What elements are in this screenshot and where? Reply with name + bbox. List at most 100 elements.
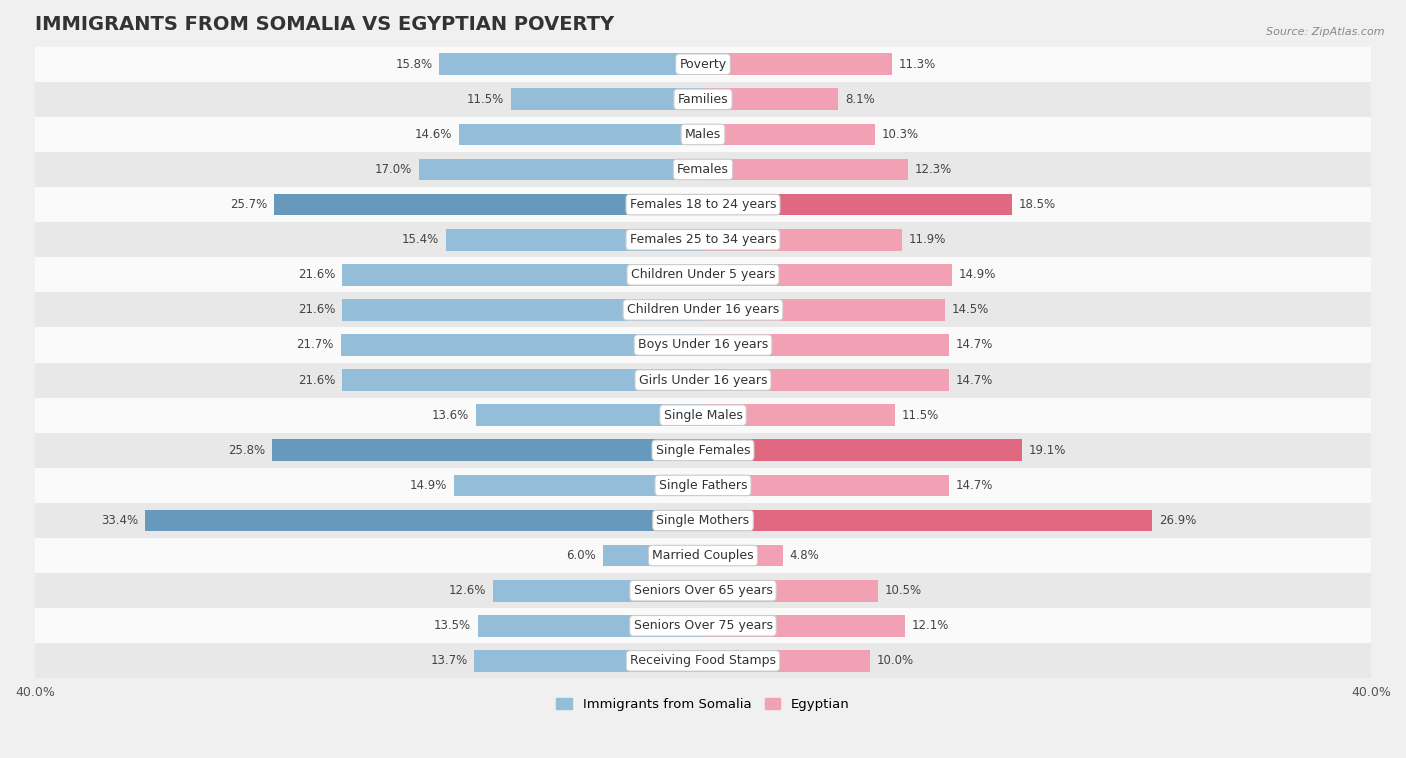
Bar	[35, 117, 1371, 152]
Bar	[35, 257, 1371, 293]
Text: 11.5%: 11.5%	[901, 409, 939, 421]
Bar	[478, 615, 703, 637]
Text: Single Females: Single Females	[655, 443, 751, 457]
Bar	[703, 89, 838, 110]
Bar	[703, 580, 879, 602]
Bar	[35, 152, 1371, 187]
Bar	[342, 369, 703, 391]
Bar	[703, 229, 901, 251]
Bar	[274, 194, 703, 215]
Text: 14.5%: 14.5%	[952, 303, 988, 316]
Text: Single Fathers: Single Fathers	[659, 479, 747, 492]
Bar	[35, 187, 1371, 222]
Bar	[35, 573, 1371, 608]
Legend: Immigrants from Somalia, Egyptian: Immigrants from Somalia, Egyptian	[551, 693, 855, 716]
Bar	[35, 538, 1371, 573]
Bar	[703, 650, 870, 672]
Bar	[35, 293, 1371, 327]
Text: 12.1%: 12.1%	[911, 619, 949, 632]
Text: 21.6%: 21.6%	[298, 374, 336, 387]
Text: 21.6%: 21.6%	[298, 303, 336, 316]
Text: 10.3%: 10.3%	[882, 128, 920, 141]
Text: 12.3%: 12.3%	[915, 163, 952, 176]
Bar	[419, 158, 703, 180]
Bar	[460, 124, 703, 146]
Bar	[474, 650, 703, 672]
Text: 13.5%: 13.5%	[433, 619, 471, 632]
Bar	[35, 468, 1371, 503]
Text: 4.8%: 4.8%	[790, 549, 820, 562]
Bar	[492, 580, 703, 602]
Bar	[703, 475, 949, 496]
Bar	[703, 440, 1022, 461]
Text: 14.9%: 14.9%	[959, 268, 995, 281]
Bar	[35, 644, 1371, 678]
Text: 15.4%: 15.4%	[402, 233, 439, 246]
Text: 25.7%: 25.7%	[229, 198, 267, 211]
Text: Females: Females	[678, 163, 728, 176]
Text: 15.8%: 15.8%	[395, 58, 433, 70]
Bar	[454, 475, 703, 496]
Bar	[703, 509, 1153, 531]
Text: Females 18 to 24 years: Females 18 to 24 years	[630, 198, 776, 211]
Text: 21.7%: 21.7%	[297, 339, 333, 352]
Bar	[35, 82, 1371, 117]
Bar	[703, 53, 891, 75]
Bar	[439, 53, 703, 75]
Bar	[35, 327, 1371, 362]
Text: Source: ZipAtlas.com: Source: ZipAtlas.com	[1267, 27, 1385, 36]
Text: 14.7%: 14.7%	[955, 479, 993, 492]
Text: 14.6%: 14.6%	[415, 128, 453, 141]
Text: Poverty: Poverty	[679, 58, 727, 70]
Bar	[510, 89, 703, 110]
Text: 6.0%: 6.0%	[567, 549, 596, 562]
Text: Females 25 to 34 years: Females 25 to 34 years	[630, 233, 776, 246]
Bar	[35, 503, 1371, 538]
Text: 13.6%: 13.6%	[432, 409, 470, 421]
Bar	[475, 404, 703, 426]
Text: 14.9%: 14.9%	[411, 479, 447, 492]
Bar	[340, 334, 703, 356]
Text: 26.9%: 26.9%	[1159, 514, 1197, 527]
Bar	[273, 440, 703, 461]
Text: IMMIGRANTS FROM SOMALIA VS EGYPTIAN POVERTY: IMMIGRANTS FROM SOMALIA VS EGYPTIAN POVE…	[35, 15, 614, 34]
Bar	[603, 545, 703, 566]
Bar	[703, 299, 945, 321]
Text: 11.9%: 11.9%	[908, 233, 946, 246]
Bar	[703, 545, 783, 566]
Text: 10.0%: 10.0%	[877, 654, 914, 667]
Text: 12.6%: 12.6%	[449, 584, 486, 597]
Bar	[35, 433, 1371, 468]
Text: 11.5%: 11.5%	[467, 92, 505, 106]
Bar	[703, 194, 1012, 215]
Bar	[703, 158, 908, 180]
Bar	[35, 398, 1371, 433]
Text: 14.7%: 14.7%	[955, 339, 993, 352]
Bar	[35, 608, 1371, 644]
Bar	[446, 229, 703, 251]
Text: 17.0%: 17.0%	[375, 163, 412, 176]
Bar	[145, 509, 703, 531]
Text: Girls Under 16 years: Girls Under 16 years	[638, 374, 768, 387]
Text: Receiving Food Stamps: Receiving Food Stamps	[630, 654, 776, 667]
Text: Seniors Over 75 years: Seniors Over 75 years	[634, 619, 772, 632]
Text: 13.7%: 13.7%	[430, 654, 468, 667]
Bar	[35, 222, 1371, 257]
Text: 11.3%: 11.3%	[898, 58, 935, 70]
Text: Seniors Over 65 years: Seniors Over 65 years	[634, 584, 772, 597]
Bar	[703, 615, 905, 637]
Text: Children Under 16 years: Children Under 16 years	[627, 303, 779, 316]
Text: 8.1%: 8.1%	[845, 92, 875, 106]
Bar	[35, 362, 1371, 398]
Text: 14.7%: 14.7%	[955, 374, 993, 387]
Bar	[35, 47, 1371, 82]
Text: Single Mothers: Single Mothers	[657, 514, 749, 527]
Text: 18.5%: 18.5%	[1019, 198, 1056, 211]
Bar	[342, 299, 703, 321]
Text: Families: Families	[678, 92, 728, 106]
Bar	[703, 369, 949, 391]
Text: 10.5%: 10.5%	[884, 584, 922, 597]
Bar	[703, 264, 952, 286]
Text: Males: Males	[685, 128, 721, 141]
Bar	[342, 264, 703, 286]
